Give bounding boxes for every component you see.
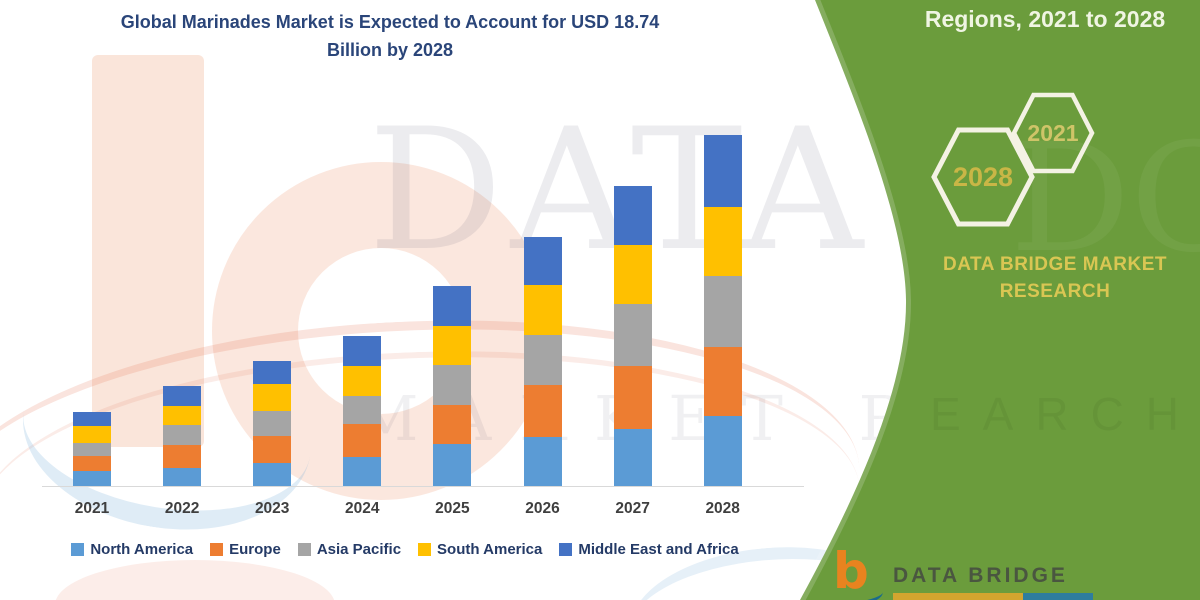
bar-segment [73,411,111,427]
bar-segment [73,456,111,472]
x-axis-label: 2026 [525,500,560,517]
hexagon-2021 [1011,92,1095,174]
x-axis-label: 2028 [705,500,740,517]
side-panel-edge-highlight [795,0,912,600]
footer-logo-text: DATA BRIDGE [893,564,1068,587]
legend-swatch [210,543,224,556]
bar-segment [613,186,652,245]
bar-segment [523,437,562,487]
bar-segment [613,304,652,367]
legend-item: Middle East and Africa [559,541,739,558]
bar-segment [703,347,742,417]
bar-segment [343,396,382,425]
legend-label: Middle East and Africa [578,541,739,558]
bar-segment [703,276,742,348]
legend-swatch [297,543,311,556]
x-axis-label: 2025 [435,500,470,517]
hexagon-2028-label: 2028 [953,162,1013,192]
x-axis-label: 2027 [615,500,650,517]
brand-name: DATA BRIDGE MARKET RESEARCH [925,252,1185,305]
bar-segment [343,424,382,457]
legend: North America Europe Asia Pacific South Ame… [30,541,780,558]
bar-segment [343,456,382,487]
panel-watermark-letters: EARCH [930,388,1200,440]
legend-swatch [418,543,432,556]
bar-segment [523,385,562,438]
brand-line2: RESEARCH [999,280,1111,302]
x-axis-label: 2024 [345,500,380,517]
panel-watermark-letters: DGE [1010,112,1200,286]
bar-segment [253,383,292,412]
hexagon-2021-label: 2021 [1027,120,1078,146]
legend-label: Asia Pacific [316,541,402,558]
bar-segment [523,236,562,285]
legend-swatch [71,543,85,556]
legend-label: Europe [229,541,281,558]
bar-segment [73,443,111,457]
bar-segment [613,244,652,305]
bar-segment [343,335,382,367]
footer-logo: b DATA BRIDGE [827,542,1068,600]
bar-segment [163,467,202,487]
bar-segment [163,406,202,426]
bar-segment [523,284,562,336]
legend-item: Europe [210,541,281,558]
bar-segment [163,386,202,407]
data-bridge-logo-icon: b [827,542,885,600]
hexagon-2028 [931,127,1035,227]
bar-segment [253,411,292,437]
bar-segment [523,335,562,386]
legend-label: South America [437,541,543,558]
legend-item: South America [418,541,542,558]
brand-line1: DATA BRIDGE MARKET [943,254,1167,275]
legend-label: North America [90,541,194,558]
bar-segment [163,425,202,446]
bar-segment [703,135,742,207]
bar-segment [253,361,292,384]
bar-segment [343,366,382,397]
chart-title-line1: Global Marinades Market is Expected to A… [120,12,660,32]
bar-segment [433,286,472,327]
chart-title: Global Marinades Market is Expected to A… [30,9,750,65]
bar-segment [703,416,742,487]
panel-subtitle: Regions, 2021 to 2028 [924,6,1166,32]
bar-segment [73,471,111,487]
bar-segment [253,436,292,463]
legend-item: Asia Pacific [297,541,402,558]
bar-segment [433,405,472,444]
bar-segment [613,428,652,487]
legend-item: North America [71,541,193,558]
bar-segment [703,206,742,277]
legend-swatch [559,543,573,556]
x-axis-label: 2023 [254,500,290,517]
bar-segment [253,462,292,487]
bar-segment [433,326,472,366]
bar-segment [433,443,472,487]
bar-segment [613,366,652,429]
x-axis-label: 2022 [164,500,200,517]
bar-segment [433,365,472,406]
side-panel-shape [800,0,1200,600]
chart-title-line2: Billion by 2028 [326,39,454,60]
x-axis-label: 2021 [74,500,110,517]
bar-segment [163,445,202,468]
x-axis-line [42,486,804,487]
logo-b-mark: b [833,542,869,600]
footer-logo-underline [893,593,1093,600]
bar-segment [73,426,111,444]
